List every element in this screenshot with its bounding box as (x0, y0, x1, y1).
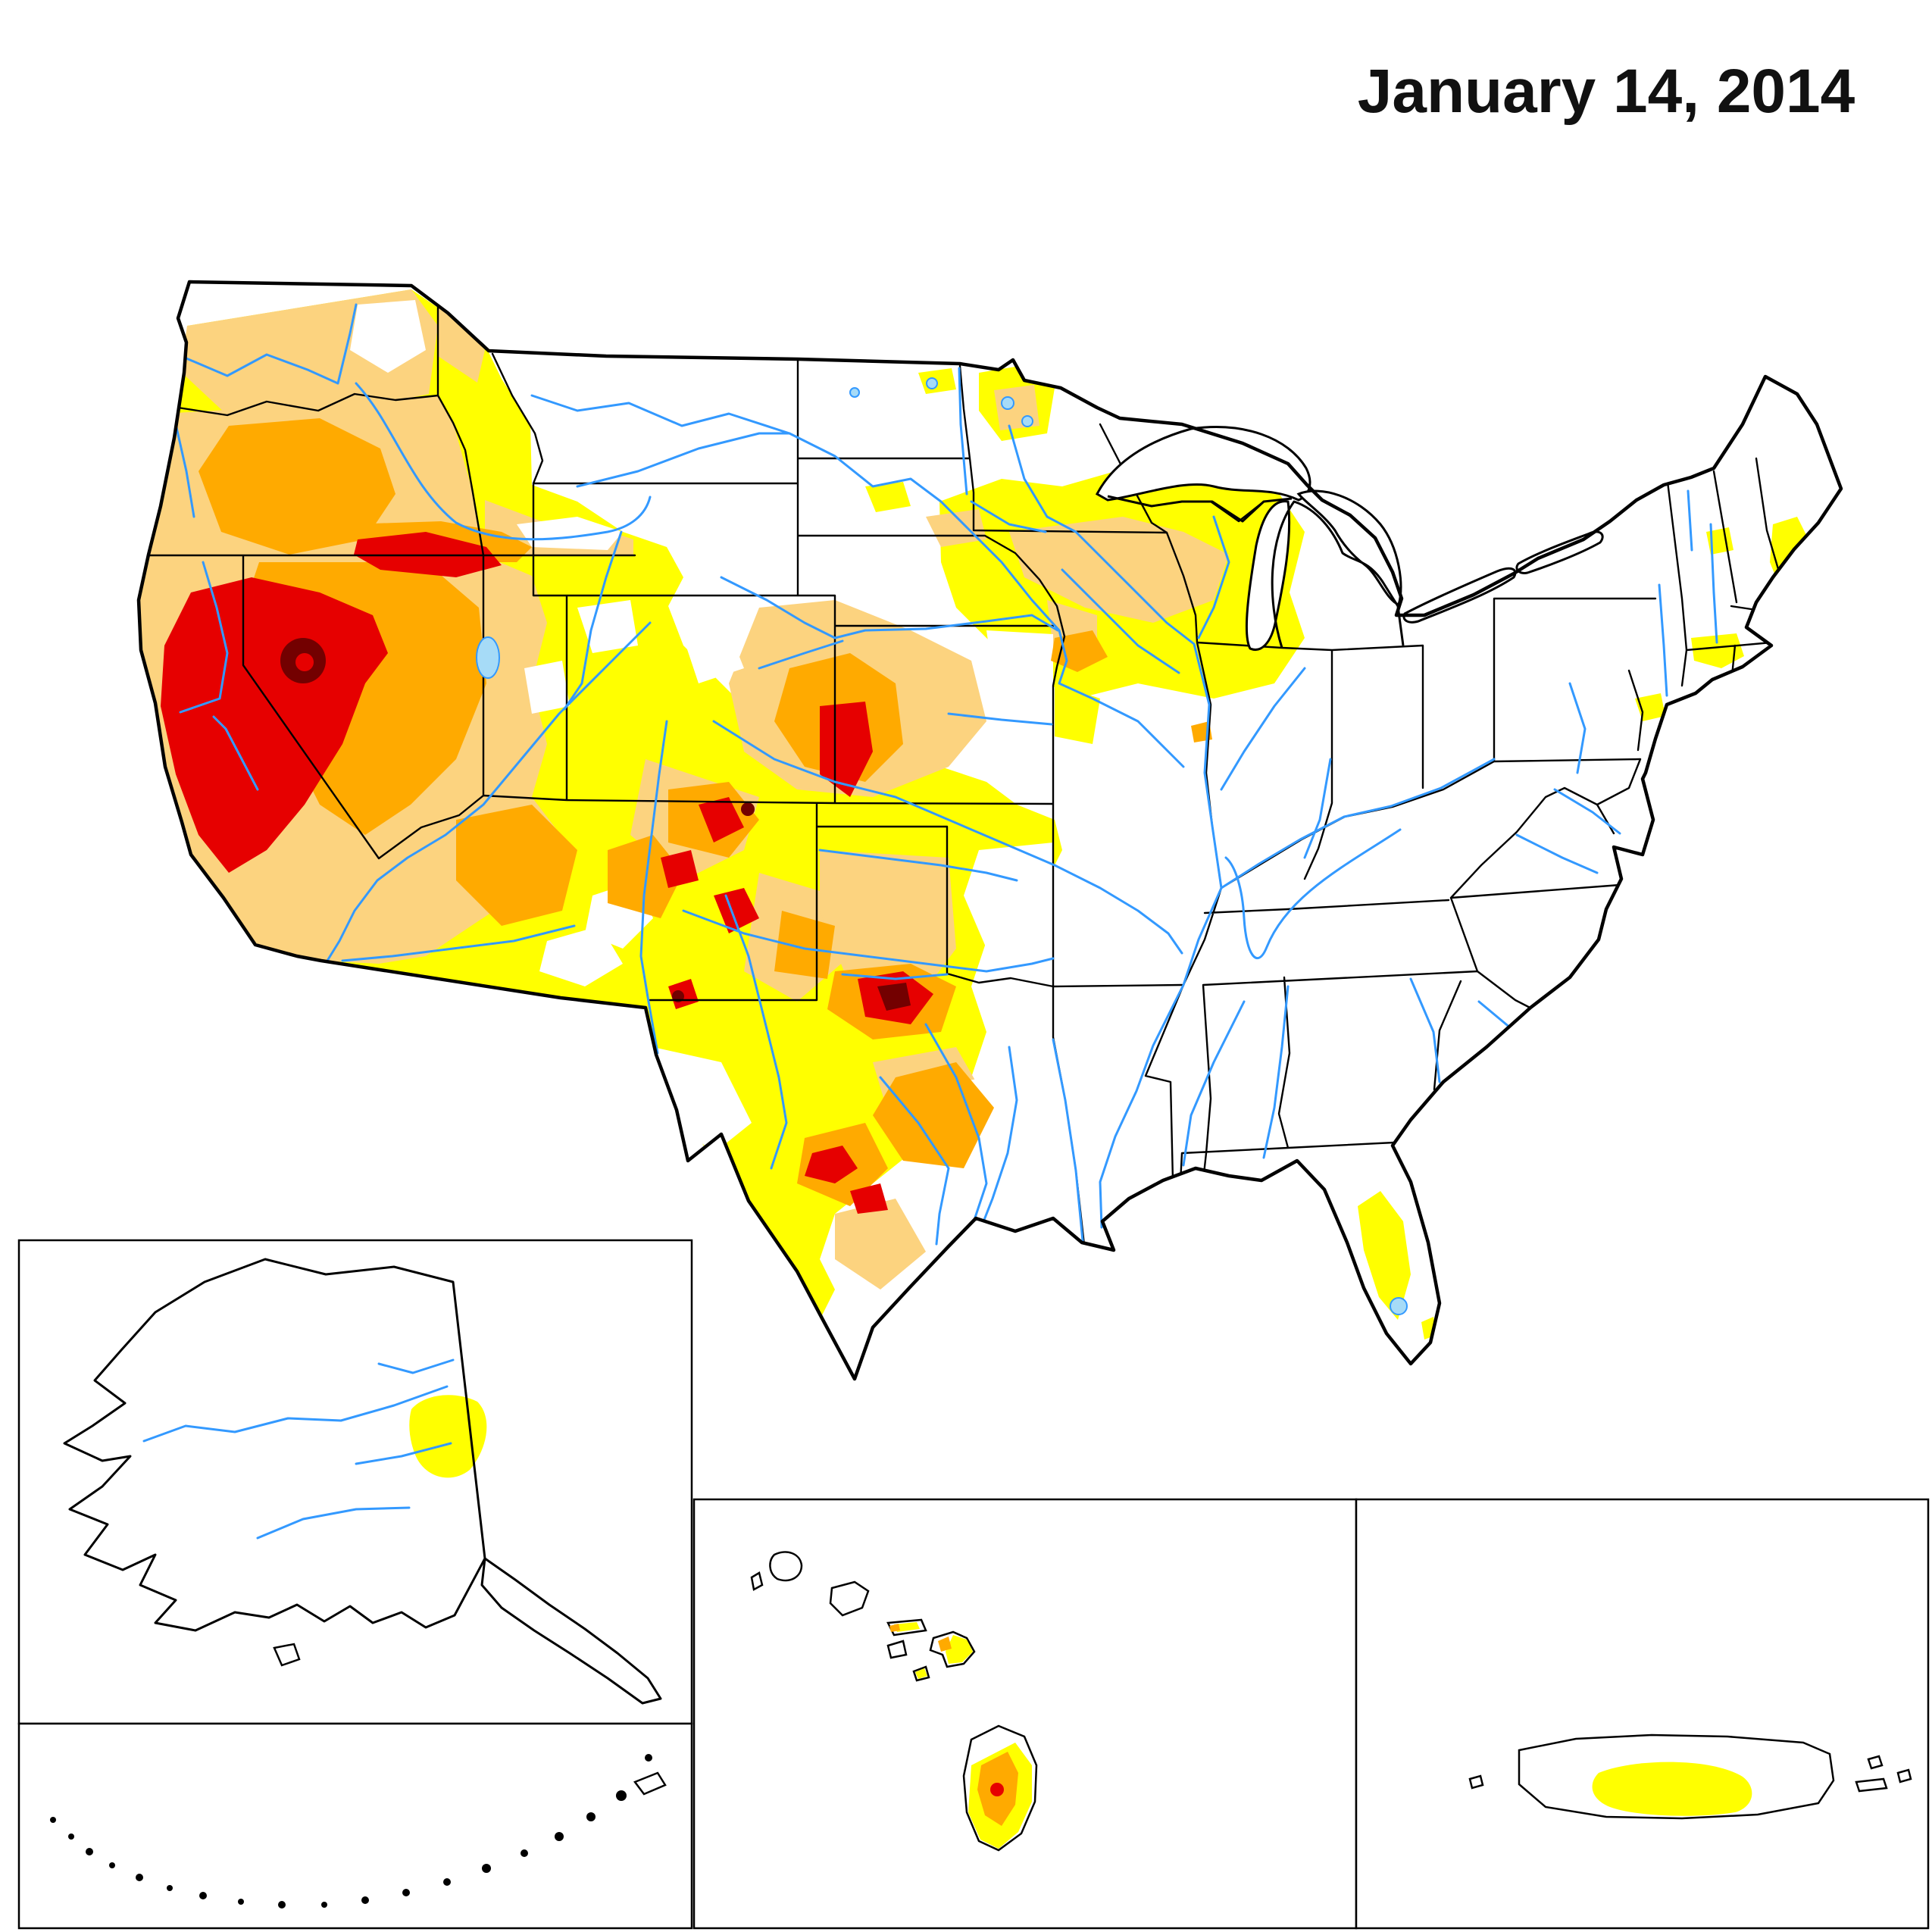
d3-california-nevada (161, 577, 388, 873)
canadian-river (682, 909, 1055, 973)
platte-river (720, 576, 1059, 639)
puerto-rico-inset (1355, 1498, 1930, 1930)
kauai (769, 1551, 803, 1582)
mississippi-river (1008, 424, 1223, 1229)
yukon-river (142, 1385, 449, 1443)
map-date-title: January 14, 2014 (1358, 57, 1855, 126)
d0-florida (1358, 1191, 1411, 1320)
aleutian-island-large (633, 1771, 667, 1796)
drought-severity-layers (139, 289, 1812, 1340)
hawaii-inset (692, 1498, 1358, 1930)
d4-layer (280, 638, 911, 1011)
d1-iowa-wisconsin (1009, 517, 1229, 623)
great-salt-lake (476, 636, 500, 679)
michigan-up-outline (1107, 495, 1293, 523)
tennessee-river (1224, 828, 1402, 959)
puerto-rico-d0-patch (1592, 1762, 1752, 1816)
alaska-inset (17, 1239, 693, 1725)
niihau (750, 1571, 764, 1591)
snake-river (355, 382, 652, 541)
conus-outline (136, 280, 1843, 1381)
colorado-river (326, 621, 652, 962)
culebra-island (1867, 1755, 1884, 1770)
columbia-river (185, 303, 358, 385)
lake-huron (1296, 489, 1402, 606)
alaska-panhandle (480, 1557, 662, 1705)
big-island-d3-core (990, 1783, 1004, 1796)
lake-ontario (1515, 530, 1604, 574)
missouri-river (530, 394, 1185, 768)
lanai (886, 1640, 908, 1659)
aleutians-inset (17, 1722, 693, 1930)
oklahoma-texas-d4-core (877, 983, 911, 1011)
ohio-river (1220, 758, 1496, 889)
hudson-river (1658, 583, 1668, 697)
mona-island (1468, 1774, 1484, 1790)
alaska-outline (63, 1258, 486, 1632)
oahu (829, 1580, 870, 1617)
vieques-island (1855, 1777, 1888, 1793)
arkansas-river (712, 720, 1183, 955)
kodiak-island (273, 1643, 301, 1667)
sacramento-river (179, 561, 229, 714)
lake-okeechobee (1390, 1297, 1408, 1315)
lake-superior (1095, 426, 1311, 502)
rio-grande-river (639, 720, 668, 1055)
michigan-mitten-outline (1271, 500, 1405, 649)
d2-oregon (199, 418, 395, 555)
lake-erie (1402, 567, 1517, 624)
